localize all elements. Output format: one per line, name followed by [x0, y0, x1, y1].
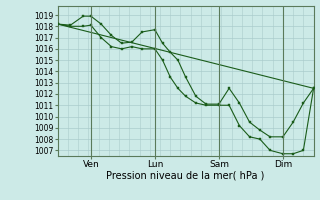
X-axis label: Pression niveau de la mer( hPa ): Pression niveau de la mer( hPa ) — [107, 171, 265, 181]
